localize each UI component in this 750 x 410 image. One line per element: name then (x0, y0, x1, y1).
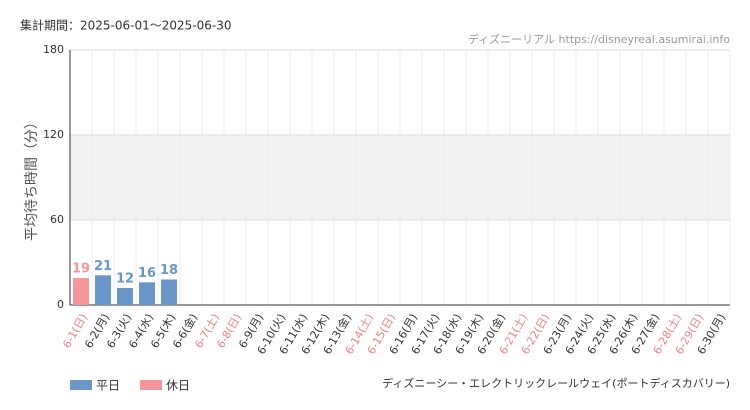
value-label: 16 (138, 266, 156, 281)
source: ディズニーリアル https://disneyreal.asumirai.inf… (468, 32, 730, 46)
bar (95, 275, 111, 305)
bar (117, 288, 133, 305)
legend-swatch (140, 380, 162, 390)
value-label: 12 (116, 272, 134, 287)
period: 集計期間：2025-06-01～2025-06-30 (20, 18, 231, 33)
value-label: 19 (72, 262, 90, 277)
y-tick-label: 180 (43, 43, 64, 56)
y-axis-label: 平均待ち時間（分） (24, 115, 40, 241)
bar (73, 278, 89, 305)
value-label: 18 (160, 263, 178, 278)
y-tick-label: 120 (43, 128, 64, 141)
bar (139, 282, 155, 305)
y-tick-label: 60 (50, 213, 64, 226)
value-label: 21 (94, 259, 112, 274)
legend-label: 休日 (166, 379, 190, 393)
caption: ディズニーシー・エレクトリックレールウェイ(ポートディスカバリー) (382, 376, 730, 390)
legend-label: 平日 (96, 379, 120, 393)
legend-swatch (70, 380, 92, 390)
bar (161, 279, 177, 305)
y-tick-label: 0 (57, 298, 64, 311)
